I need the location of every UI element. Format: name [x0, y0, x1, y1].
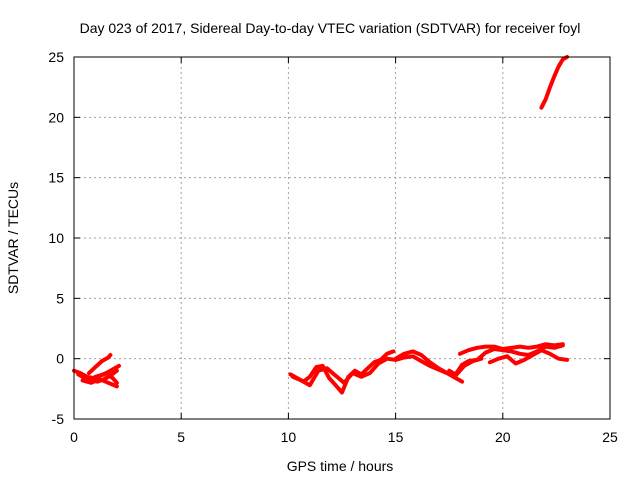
series-line-sat-f — [288, 349, 396, 395]
chart-title: Day 023 of 2017, Sidereal Day-to-day VTE… — [80, 20, 581, 36]
x-tick-label: 25 — [602, 429, 618, 445]
grid — [74, 57, 610, 419]
y-tick-label: 25 — [48, 49, 64, 65]
x-tick-label: 20 — [495, 429, 511, 445]
x-tick-label: 5 — [177, 429, 185, 445]
y-tick-label: 0 — [56, 351, 64, 367]
y-ticks: -5 0 5 10 15 20 25 — [48, 49, 610, 427]
x-tick-label: 10 — [281, 429, 297, 445]
series-line-sat-h — [393, 349, 465, 384]
x-tick-label: 0 — [70, 429, 78, 445]
x-ticks: 0 5 10 15 20 25 — [70, 57, 618, 445]
x-axis-title: GPS time / hours — [287, 458, 394, 474]
series-line-sat-e — [93, 363, 121, 379]
series-line-sat-j — [457, 342, 565, 356]
series-line-sat-l — [539, 55, 570, 110]
y-tick-label: 10 — [48, 230, 64, 246]
y-tick-label: -5 — [52, 411, 65, 427]
series-line-sat-c — [87, 353, 113, 376]
series-line-sat-d — [80, 377, 119, 389]
series-line-sat-k — [487, 348, 570, 366]
y-tick-label: 5 — [56, 290, 64, 306]
series-group — [72, 55, 570, 395]
y-axis-title: SDTVAR / TECUs — [5, 182, 21, 294]
x-tick-label: 15 — [388, 429, 404, 445]
y-tick-label: 15 — [48, 170, 64, 186]
y-tick-label: 20 — [48, 109, 64, 125]
